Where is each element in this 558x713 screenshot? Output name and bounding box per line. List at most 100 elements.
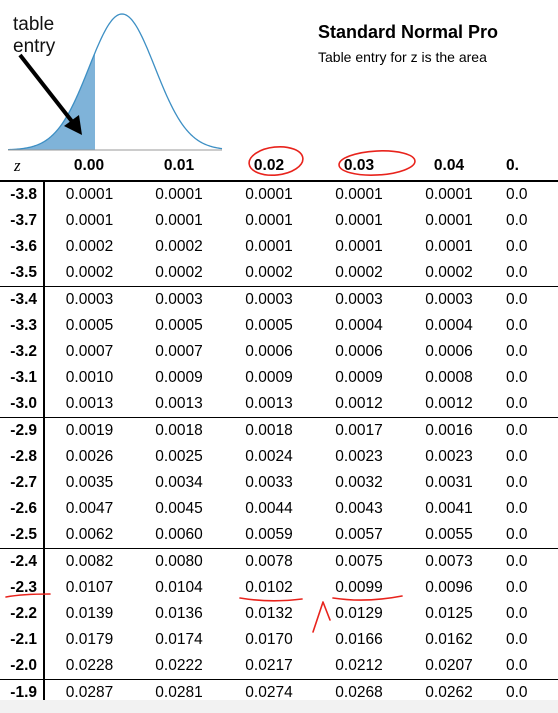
normal-curve [7,13,223,151]
table-row: -3.4 0.0003 0.0003 0.0003 0.0003 0.0003 0.0 [0,286,558,313]
probability-cell: 0.0023 [335,448,383,465]
probability-cell: 0.0217 [245,657,293,674]
table-row: -3.2 0.0007 0.0007 0.0006 0.0006 0.0006 0.0 [0,339,558,365]
table-row: -2.1 0.0179 0.0174 0.0170 0.0166 0.0162 0.0 [0,627,558,653]
z-value-cell: -2.4 [0,548,45,575]
probability-cell: 0.0041 [425,500,473,517]
probability-cell: 0.0073 [404,548,494,575]
z-value-cell: -2.9 [0,417,45,444]
table-row: -2.7 0.0035 0.0034 0.0033 0.0032 0.0031 0.0 [0,470,558,496]
probability-cell: 0.0007 [65,343,114,360]
probability-cell: 0.0 [506,474,528,491]
probability-cell: 0.0 [494,417,558,444]
probability-cell: 0.0001 [155,212,203,229]
probability-cell: 0.0057 [335,526,383,543]
probability-cell: 0.0 [494,548,558,575]
probability-cell: 0.0055 [425,526,473,543]
probability-cell: 0.0006 [245,343,293,360]
probability-cell: 0.0001 [245,212,293,229]
column-header: 0.03 [343,157,375,174]
probability-cell: 0.0001 [335,238,383,255]
probability-cell: 0.0001 [65,186,114,203]
probability-cell: 0.0 [506,631,528,648]
bottom-scroll-strip [0,700,558,713]
probability-cell: 0.0003 [404,286,494,313]
table-row: -3.8 0.0001 0.0001 0.0001 0.0001 0.0001 0.0 [0,181,558,208]
probability-cell: 0.0001 [245,238,293,255]
column-header: 0. [506,157,519,174]
z-value-cell: -3.1 [0,365,45,391]
figure-label-entry: entry [13,36,56,57]
probability-cell: 0.0132 [245,605,293,622]
probability-cell: 0.0102 [245,579,293,596]
probability-cell: 0.0001 [425,212,473,229]
probability-cell: 0.0080 [134,548,224,575]
probability-cell: 0.0004 [335,317,383,334]
z-value-cell: -2.3 [0,575,45,601]
probability-cell: 0.0139 [65,605,114,622]
probability-cell: 0.0031 [425,474,473,491]
probability-cell: 0.0032 [335,474,383,491]
table-body: -3.8 0.0001 0.0001 0.0001 0.0001 0.0001 0.0 -3.… [0,181,558,706]
probability-cell: 0.0228 [65,657,114,674]
normal-curve-figure: table entry [0,0,230,155]
probability-cell: 0.0006 [425,343,473,360]
probability-cell: 0.0010 [65,369,114,386]
normal-curve-svg [7,13,223,151]
z-value-cell: -3.3 [0,313,45,339]
table-row: -2.8 0.0026 0.0025 0.0024 0.0023 0.0023 0.0 [0,444,558,470]
z-table-wrapper: z 0.00 0.01 0.02 0.03 0.04 0. -3.8 0.0001… [0,151,558,706]
probability-cell: 0.0002 [155,238,203,255]
table-row: -2.5 0.0062 0.0060 0.0059 0.0057 0.0055 0.0 [0,522,558,549]
probability-cell: 0.0001 [425,238,473,255]
probability-cell: 0.0001 [425,186,473,203]
probability-cell: 0.0 [506,526,528,543]
probability-cell: 0.0019 [44,417,134,444]
page-subtitle: Table entry for z is the area [318,49,487,65]
probability-cell: 0.0060 [155,526,203,543]
probability-cell: 0.0045 [155,500,203,517]
pointer-arrow-head [64,115,82,135]
table-row: -2.9 0.0019 0.0018 0.0018 0.0017 0.0016 0.0 [0,417,558,444]
probability-cell: 0.0125 [425,605,473,622]
probability-cell: 0.0082 [44,548,134,575]
probability-cell: 0.0013 [65,395,114,412]
table-row: -2.4 0.0082 0.0080 0.0078 0.0075 0.0073 0.0 [0,548,558,575]
probability-cell: 0.0005 [245,317,293,334]
z-value-cell: -3.0 [0,391,45,418]
table-row: -3.6 0.0002 0.0002 0.0001 0.0001 0.0001 0.0 [0,234,558,260]
probability-cell: 0.0009 [335,369,383,386]
column-header: 0.02 [253,157,285,174]
probability-cell: 0.0034 [155,474,203,491]
z-value-cell: -2.1 [0,627,45,653]
probability-cell: 0.0002 [245,264,293,281]
z-value-cell: -2.8 [0,444,45,470]
probability-cell: 0.0013 [155,395,203,412]
probability-cell: 0.0179 [65,631,114,648]
probability-cell: 0.0 [506,317,528,334]
column-header: 0.04 [433,157,465,174]
probability-cell: 0.0062 [65,526,114,543]
probability-cell: 0.0001 [155,186,203,203]
probability-cell: 0.0075 [314,548,404,575]
table-header-row: z 0.00 0.01 0.02 0.03 0.04 0. [0,151,558,181]
probability-cell: 0.0018 [134,417,224,444]
probability-cell: 0.0004 [425,317,473,334]
table-row: -2.0 0.0228 0.0222 0.0217 0.0212 0.0207 0.0 [0,653,558,680]
probability-cell: 0.0001 [245,186,293,203]
probability-cell: 0.0096 [425,579,473,596]
table-row: -2.2 0.0139 0.0136 0.0132 0.0129 0.0125 0.0 [0,601,558,627]
z-value-cell: -2.5 [0,522,45,549]
probability-cell: 0.0001 [65,212,114,229]
probability-cell: 0.0009 [155,369,203,386]
probability-cell: 0.0035 [65,474,114,491]
probability-cell: 0.0059 [245,526,293,543]
table-row: -2.6 0.0047 0.0045 0.0044 0.0043 0.0041 0.0 [0,496,558,522]
probability-cell: 0.0033 [245,474,293,491]
probability-cell: 0.0024 [245,448,293,465]
probability-cell: 0.0 [506,264,528,281]
probability-cell: 0.0 [506,605,528,622]
z-value-cell: -3.5 [0,260,45,287]
probability-cell: 0.0162 [425,631,473,648]
z-value-cell: -2.7 [0,470,45,496]
